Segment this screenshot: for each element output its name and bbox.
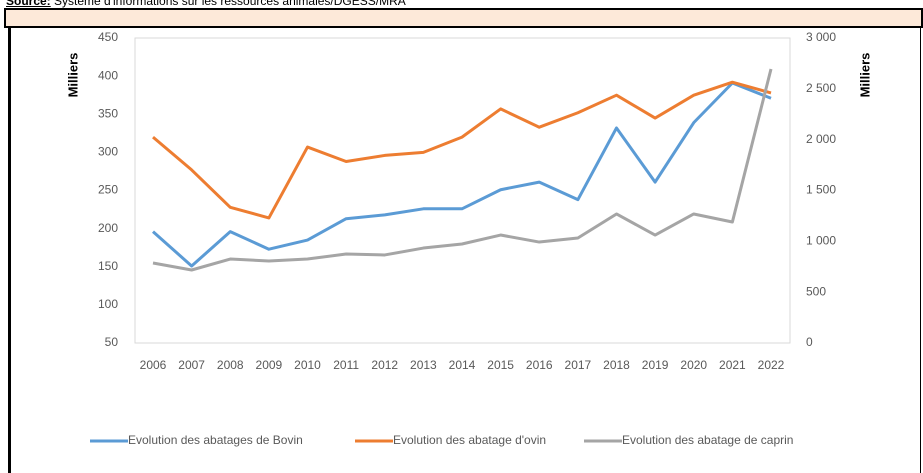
source-label: Source: <box>6 0 51 8</box>
x-tick-label: 2016 <box>526 358 553 372</box>
x-tick-label: 2020 <box>680 358 707 372</box>
y-tick-label: 100 <box>98 297 118 311</box>
source-note: Source: Système d'informations sur les r… <box>6 0 406 8</box>
legend-label: Evolution des abatages de Bovin <box>128 433 303 447</box>
y-axis-label: Milliers <box>65 53 80 98</box>
y2-tick-label: 1 500 <box>806 183 836 197</box>
plot-area <box>134 37 791 344</box>
series-line <box>152 68 773 272</box>
x-tick-label: 2011 <box>333 358 359 372</box>
series-line <box>152 80 772 220</box>
series-line <box>152 81 772 268</box>
x-tick-label: 2015 <box>487 358 514 372</box>
y-tick-label: 50 <box>105 335 119 349</box>
y2-tick-label: 500 <box>806 284 826 298</box>
x-tick-label: 2018 <box>603 358 630 372</box>
x-tick-label: 2017 <box>565 358 592 372</box>
x-tick-label: 2012 <box>371 358 398 372</box>
x-tick-label: 2010 <box>294 358 321 372</box>
chart-frame <box>8 27 921 473</box>
y-tick-label: 250 <box>98 183 118 197</box>
y2-tick-label: 1 000 <box>806 234 836 248</box>
y-tick-label: 350 <box>98 106 118 120</box>
x-tick-label: 2008 <box>217 358 244 372</box>
y2-axis-label: Milliers <box>857 53 872 98</box>
source-text: Système d'informations sur les ressource… <box>50 0 406 8</box>
y2-tick-label: 0 <box>806 335 813 349</box>
x-tick-label: 2022 <box>758 358 785 372</box>
y2-tick-label: 2 000 <box>806 132 836 146</box>
y-tick-label: 150 <box>98 259 118 273</box>
x-tick-label: 2006 <box>140 358 167 372</box>
legend-label: Evolution des abatage d'ovin <box>393 433 546 447</box>
x-tick-label: 2013 <box>410 358 437 372</box>
x-tick-label: 2009 <box>256 358 283 372</box>
y2-tick-label: 2 500 <box>806 81 836 95</box>
y-tick-label: 400 <box>98 68 118 82</box>
y2-tick-label: 3 000 <box>806 30 836 44</box>
y-tick-label: 450 <box>98 30 118 44</box>
x-tick-label: 2021 <box>719 358 746 372</box>
x-tick-label: 2014 <box>449 358 476 372</box>
x-tick-label: 2019 <box>642 358 669 372</box>
x-tick-label: 2007 <box>178 358 205 372</box>
legend-label: Evolution des abatage de caprin <box>622 433 793 447</box>
y-tick-label: 300 <box>98 145 118 159</box>
y-tick-label: 200 <box>98 221 118 235</box>
